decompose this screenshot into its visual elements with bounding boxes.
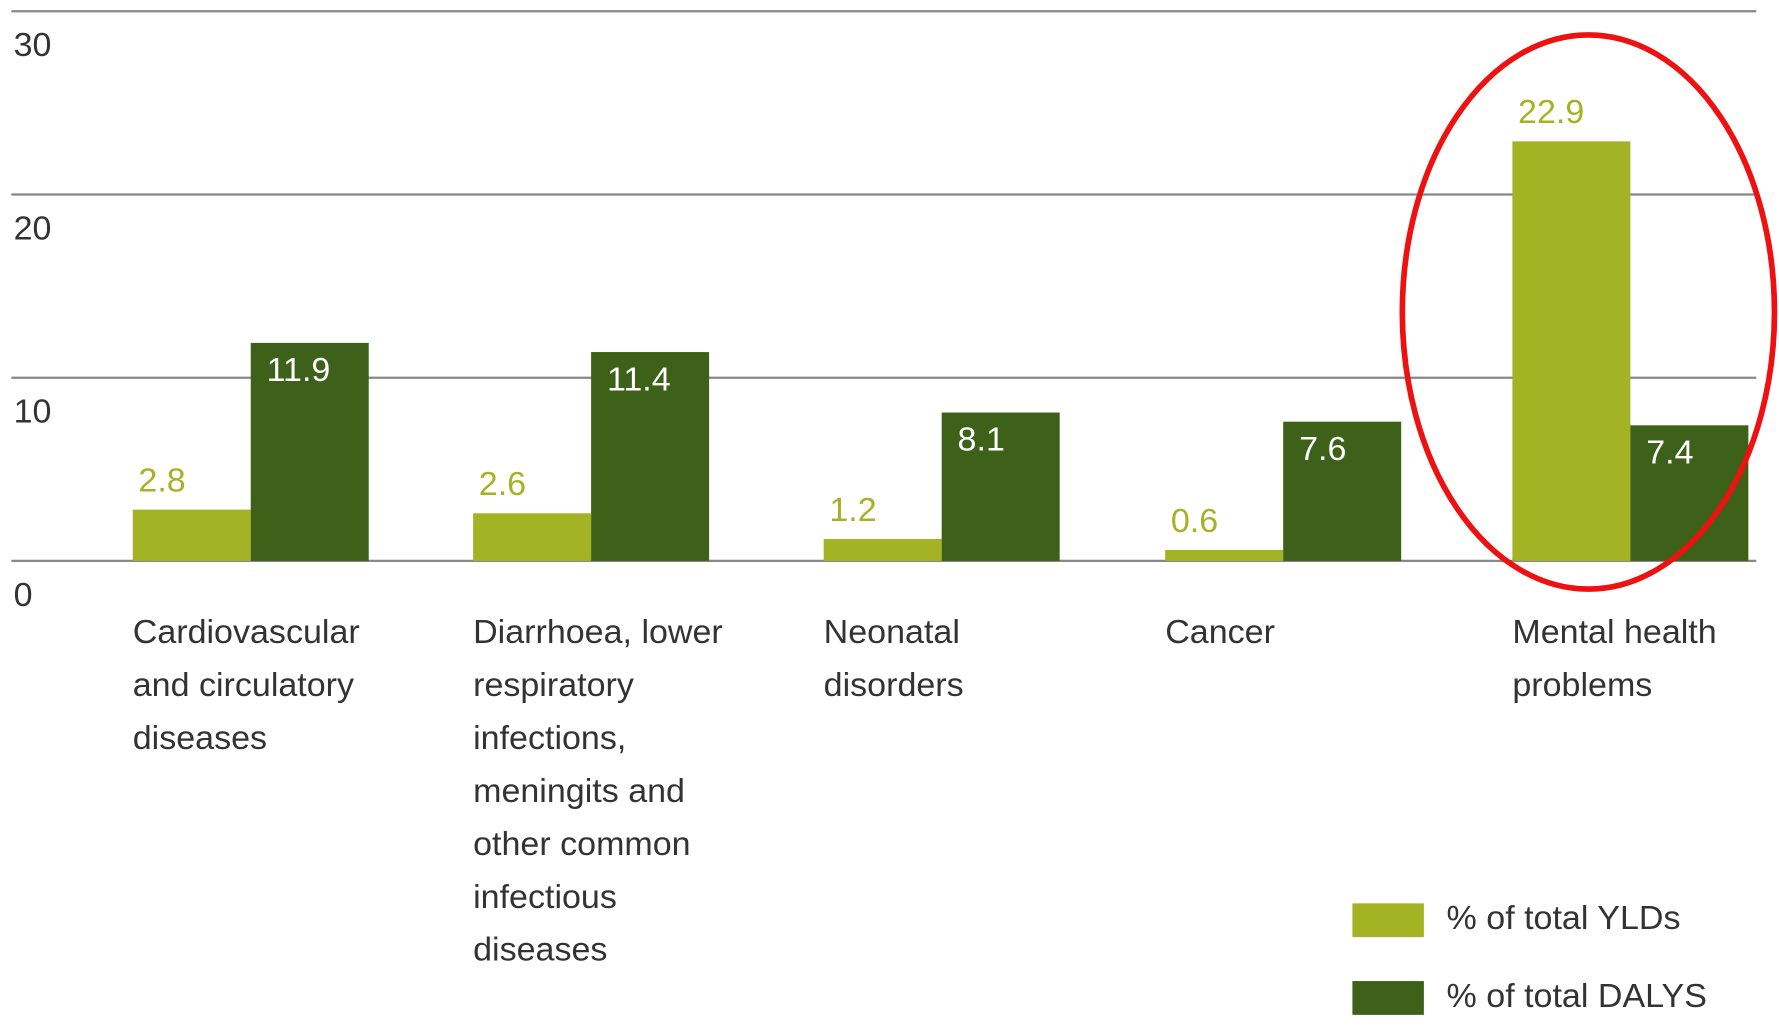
value-label: 0.6 [1171,502,1218,540]
y-tick-label: 10 [14,393,52,431]
x-tick-label: Cancer [1165,613,1275,651]
value-label: 22.9 [1518,93,1584,131]
x-tick-label: Diarrhoea, lower respiratory infections, me… [473,613,723,968]
bar [132,509,251,561]
bar [941,412,1060,561]
bar [823,538,942,561]
value-label: 8.1 [958,421,1005,459]
value-label: 2.6 [479,465,526,503]
y-tick-label: 0 [14,576,33,614]
value-label: 11.4 [607,360,671,398]
x-tick-label: Neonatal disorders [824,613,964,704]
value-label: 7.6 [1299,430,1346,468]
x-tick-label: Mental health problems [1512,613,1716,704]
value-label: 2.8 [138,462,185,500]
bar [1512,141,1631,561]
legend-label: % of total DALYS [1447,977,1707,1015]
value-label: 7.4 [1646,434,1693,472]
value-label: 11.9 [267,351,331,389]
y-tick-label: 20 [14,210,52,248]
bar [1165,549,1284,561]
legend-swatch [1352,903,1424,938]
bar [591,352,710,561]
value-label: 1.2 [829,491,876,529]
legend-label: % of total YLDs [1447,899,1681,937]
x-tick-label: Cardiovascular and circulatory diseases [133,613,360,757]
bar [1283,421,1402,561]
bar [473,513,592,561]
bar [250,342,369,561]
highlight-ellipse [1399,32,1778,592]
legend-swatch [1352,981,1424,1015]
y-tick-label: 30 [14,26,52,64]
